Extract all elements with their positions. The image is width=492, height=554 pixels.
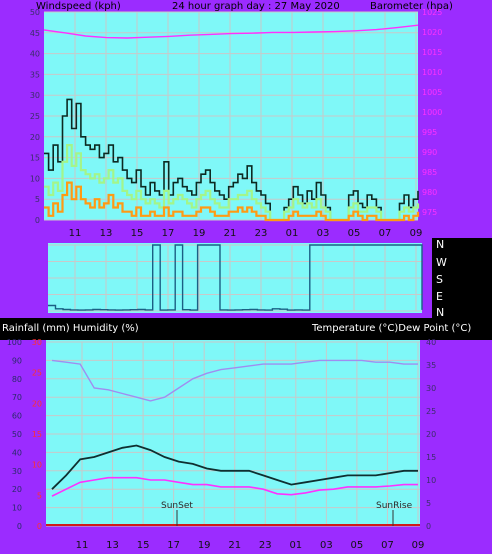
windspeed-axis-title: Windspeed (kph)	[36, 1, 121, 12]
temp-x-tick-label: 09	[412, 540, 425, 551]
rain-y-tick-label: 0	[37, 522, 42, 531]
temp-x-tick-label: 19	[198, 540, 211, 551]
temp-y-tick-label: 5	[426, 499, 431, 508]
temp-x-tick-label: 21	[228, 540, 241, 551]
rain-y-tick-label: 30	[32, 338, 42, 347]
wind-gust-line	[44, 98, 419, 221]
sunrise-label: SunRise	[376, 501, 413, 511]
wind-x-tick-label: 21	[224, 228, 237, 239]
temp-y-tick-label: 25	[426, 407, 436, 416]
temp-x-tick-label: 01	[289, 540, 302, 551]
compass-s: S	[436, 273, 443, 286]
wind-x-tick-label: 13	[100, 228, 113, 239]
temp-x-tick-label: 23	[259, 540, 272, 551]
temp-y-tick-label: 0	[426, 522, 431, 531]
wind-y-tick-label: 0	[35, 216, 40, 225]
wind-y-tick-label: 20	[30, 133, 40, 142]
wind-x-tick-label: 03	[317, 228, 330, 239]
humidity-y-tick-label: 20	[12, 485, 22, 494]
baro-y-tick-label: 985	[422, 168, 437, 177]
temp-y-tick-label: 20	[426, 430, 436, 439]
humidity-y-tick-label: 0	[17, 522, 22, 531]
temp-y-tick-label: 30	[426, 384, 436, 393]
wind-low-line	[44, 181, 420, 222]
temp-x-tick-label: 05	[351, 540, 364, 551]
marks-layer	[43, 24, 423, 526]
axis-layer: 0510152025303540455097598098599099510001…	[7, 8, 443, 551]
rain-y-tick-label: 5	[37, 491, 42, 500]
dewpoint-line	[51, 476, 418, 497]
compass-n-bottom: N	[436, 306, 444, 319]
humidity-y-tick-label: 100	[7, 338, 22, 347]
bottom-gap	[0, 318, 492, 340]
temp-x-tick-label: 03	[320, 540, 333, 551]
wind-x-tick-label: 07	[379, 228, 392, 239]
rain-humidity-axis-title: Rainfall (mm) Humidity (%)	[2, 323, 139, 334]
wind-y-tick-label: 5	[35, 195, 40, 204]
temp-x-tick-label: 17	[167, 540, 180, 551]
baro-y-tick-label: 1015	[422, 48, 442, 57]
wind-x-tick-label: 23	[255, 228, 268, 239]
compass-e: E	[436, 290, 443, 303]
baro-y-tick-label: 1000	[422, 108, 442, 117]
temp-x-tick-label: 07	[381, 540, 394, 551]
temp-x-tick-label: 11	[76, 540, 89, 551]
temp-y-tick-label: 40	[426, 338, 436, 347]
rain-y-tick-label: 25	[32, 369, 42, 378]
humidity-y-tick-label: 40	[12, 448, 22, 457]
wind-x-tick-label: 01	[286, 228, 299, 239]
temp-x-tick-label: 13	[106, 540, 119, 551]
baro-y-tick-label: 990	[422, 148, 437, 157]
humidity-line	[51, 359, 418, 402]
wind-y-tick-label: 10	[30, 174, 40, 183]
compass-w: W	[436, 256, 447, 269]
baro-y-tick-label: 1020	[422, 28, 442, 37]
wind-y-tick-label: 40	[30, 50, 40, 59]
baro-y-tick-label: 975	[422, 208, 437, 217]
humidity-y-tick-label: 30	[12, 467, 22, 476]
temp-y-tick-label: 35	[426, 361, 436, 370]
wind-x-tick-label: 17	[162, 228, 175, 239]
wind-x-tick-label: 05	[348, 228, 361, 239]
wind-x-tick-label: 09	[410, 228, 423, 239]
baro-y-tick-label: 995	[422, 128, 437, 137]
baro-y-tick-label: 1010	[422, 68, 442, 77]
wind-y-tick-label: 25	[30, 112, 40, 121]
wind-y-tick-label: 35	[30, 70, 40, 79]
humidity-y-tick-label: 90	[12, 356, 22, 365]
baro-y-tick-label: 980	[422, 188, 437, 197]
rain-y-tick-label: 15	[32, 430, 42, 439]
temperature-line	[51, 444, 418, 490]
humidity-y-tick-label: 60	[12, 412, 22, 421]
barometer-axis-title: Barometer (hpa)	[370, 1, 453, 12]
wind-y-tick-label: 15	[30, 154, 40, 163]
rain-y-tick-label: 10	[32, 461, 42, 470]
middle-right-strip	[432, 238, 492, 318]
temp-y-tick-label: 10	[426, 476, 436, 485]
temp-x-tick-label: 15	[137, 540, 150, 551]
wind-average-line	[44, 144, 420, 222]
wind-y-tick-label: 30	[30, 91, 40, 100]
barometer-line	[43, 24, 419, 39]
wind-direction-line	[48, 244, 423, 311]
sunset-label: SunSet	[161, 501, 193, 511]
baro-y-tick-label: 1005	[422, 88, 442, 97]
wind-x-tick-label: 15	[131, 228, 144, 239]
wind-y-tick-label: 45	[30, 29, 40, 38]
wind-x-tick-label: 11	[69, 228, 82, 239]
wind-x-tick-label: 19	[193, 228, 206, 239]
humidity-y-tick-label: 50	[12, 430, 22, 439]
temp-plot-area	[46, 340, 420, 526]
humidity-y-tick-label: 10	[12, 504, 22, 513]
humidity-y-tick-label: 80	[12, 375, 22, 384]
compass-n-top: N	[436, 238, 444, 251]
graph-title: 24 hour graph day : 27 May 2020	[172, 1, 340, 12]
temp-y-tick-label: 15	[426, 453, 436, 462]
rain-y-tick-label: 20	[32, 399, 42, 408]
humidity-y-tick-label: 70	[12, 393, 22, 402]
temp-dewpoint-axis-title: Temperature (°C)Dew Point (°C)	[311, 323, 471, 334]
baro-y-tick-label: 1025	[422, 8, 442, 17]
wind-y-tick-label: 50	[30, 8, 40, 17]
